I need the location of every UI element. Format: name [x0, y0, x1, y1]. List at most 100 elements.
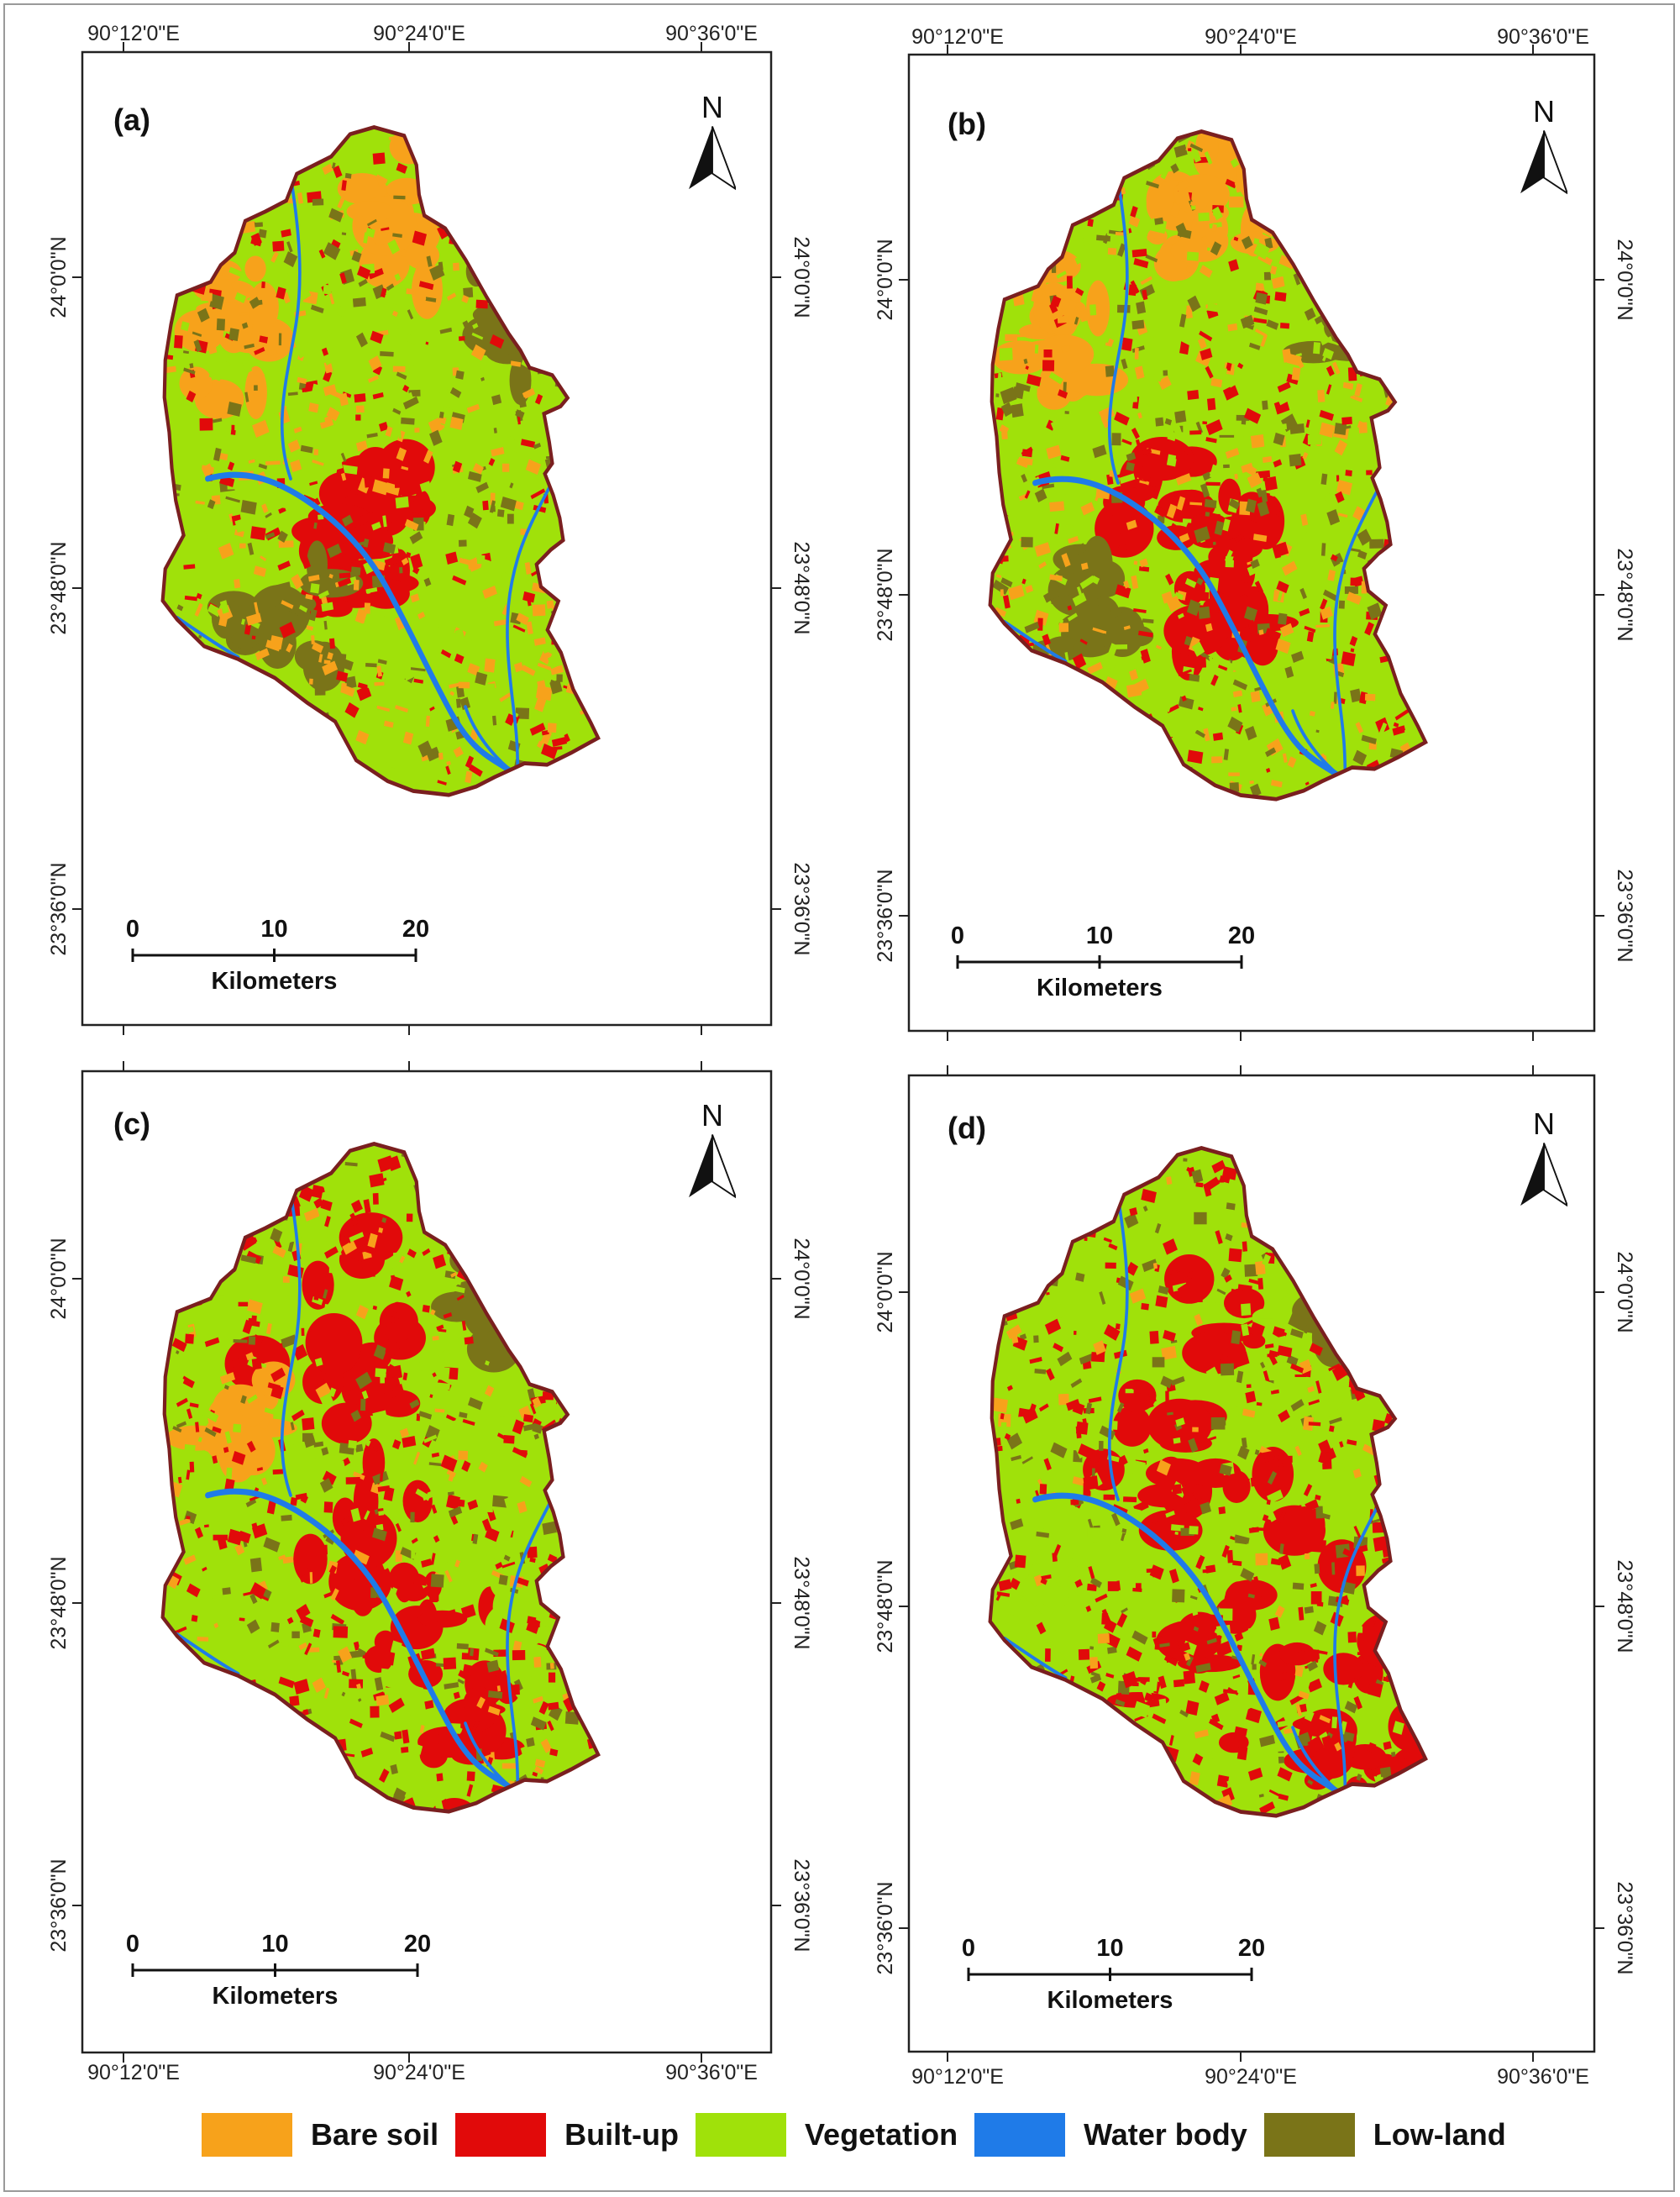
- river-line: [280, 174, 302, 481]
- latitude-label: 24°0'0"N: [1613, 1251, 1636, 1332]
- map-panel-c: (c) N 0 10 20 Kilometers 24°0'0"N 24°0'0"N 23°48…: [47, 1061, 813, 2084]
- north-arrow-icon: N: [689, 1098, 736, 1199]
- river-line: [1032, 1492, 1348, 1800]
- scale-unit-label: Kilometers: [1037, 975, 1163, 1001]
- river-line: [1333, 1483, 1391, 1799]
- scale-tick-label: 20: [404, 1931, 431, 1958]
- legend-item-built-up: Built-up: [455, 2113, 679, 2157]
- river-line: [1002, 619, 1068, 664]
- scale-tick-label: 20: [402, 916, 429, 943]
- scale-bar: 0 10 20 Kilometers: [951, 922, 1255, 1001]
- legend-label-low-land: Low-land: [1373, 2117, 1506, 2152]
- scale-tick-label: 10: [1096, 1935, 1123, 1962]
- scale-unit-label: Kilometers: [1047, 1987, 1173, 2014]
- north-label: N: [701, 1098, 723, 1133]
- latitude-label: 24°0'0"N: [790, 236, 813, 318]
- legend-swatch-low-land: [1263, 2113, 1355, 2157]
- scale-bar: 0 10 20 Kilometers: [126, 1931, 431, 2010]
- longitude-label: 90°24'0"E: [1205, 25, 1297, 49]
- river-line: [205, 471, 521, 780]
- latitude-label: 24°0'0"N: [1613, 239, 1636, 320]
- scale-bar: 0 10 20 Kilometers: [126, 916, 429, 995]
- panel-label: (c): [113, 1106, 150, 1141]
- river-line: [280, 1190, 302, 1497]
- latitude-label: 23°36'0"N: [790, 862, 813, 955]
- north-label: N: [1533, 1106, 1555, 1141]
- scale-unit-label: Kilometers: [213, 1983, 339, 2010]
- river-line: [205, 1488, 521, 1796]
- legend-label-vegetation: Vegetation: [805, 2117, 958, 2152]
- longitude-label: 90°36'0"E: [665, 2061, 758, 2084]
- river-line: [1107, 1195, 1129, 1501]
- scale-tick-label: 0: [951, 922, 964, 949]
- latitude-label: 24°0'0"N: [47, 236, 71, 318]
- latitude-label: 23°48'0"N: [47, 541, 71, 634]
- legend-label-water-body: Water body: [1084, 2117, 1247, 2152]
- legend-label-built-up: Built-up: [564, 2117, 680, 2152]
- scale-tick-label: 20: [1228, 922, 1255, 949]
- river-line: [506, 1479, 564, 1795]
- legend: Bare soil Built-up Vegetation Water body…: [202, 2105, 1523, 2164]
- river-line: [1333, 466, 1391, 782]
- latitude-label: 23°36'0"N: [47, 862, 71, 955]
- scale-tick-label: 0: [126, 916, 139, 943]
- latitude-label: 23°36'0"N: [874, 869, 897, 962]
- longitude-label: 90°36'0"E: [665, 22, 758, 45]
- scale-unit-label: Kilometers: [212, 968, 338, 995]
- figure-frame: [3, 3, 1675, 2192]
- latitude-label: 23°48'0"N: [1613, 1559, 1636, 1653]
- latitude-label: 23°48'0"N: [874, 1559, 897, 1653]
- latitude-label: 23°48'0"N: [790, 1556, 813, 1649]
- map-panel-b: (b) N 0 10 20 Kilometers 24°0'0"N 24°0'0"N 23°48…: [874, 25, 1636, 1041]
- longitude-label: 90°24'0"E: [1205, 2065, 1297, 2089]
- north-label: N: [1533, 94, 1555, 129]
- panels-group: (a) N 0 10 20 Kilometers 24°0'0"N 24°0'0"N 23°48…: [47, 22, 1636, 2089]
- legend-item-water-body: Water body: [974, 2113, 1247, 2157]
- legend-label-bare-soil: Bare soil: [311, 2117, 439, 2152]
- legend-swatch-built-up: [455, 2113, 547, 2157]
- latitude-label: 23°48'0"N: [47, 1556, 71, 1649]
- north-arrow-icon: N: [1520, 94, 1567, 195]
- latitude-label: 24°0'0"N: [790, 1238, 813, 1319]
- longitude-label: 90°36'0"E: [1497, 25, 1589, 49]
- longitude-label: 90°12'0"E: [911, 25, 1004, 49]
- panel-label: (a): [113, 102, 150, 137]
- river-line: [1107, 178, 1129, 485]
- longitude-label: 90°12'0"E: [87, 2061, 180, 2084]
- scale-tick-label: 10: [261, 1931, 288, 1958]
- river-line: [506, 462, 564, 778]
- latitude-label: 23°36'0"N: [1613, 1881, 1636, 1974]
- legend-item-vegetation: Vegetation: [696, 2113, 958, 2157]
- longitude-label: 90°36'0"E: [1497, 2065, 1589, 2089]
- map-figure: (a) N 0 10 20 Kilometers 24°0'0"N 24°0'0"N 23°48…: [47, 22, 1636, 2089]
- latitude-label: 23°48'0"N: [1613, 548, 1636, 641]
- scale-tick-label: 0: [126, 1931, 139, 1958]
- latitude-label: 23°36'0"N: [790, 1858, 813, 1952]
- north-arrow-icon: N: [1520, 1106, 1567, 1207]
- latitude-label: 24°0'0"N: [874, 1251, 897, 1332]
- panel-label: (d): [948, 1111, 986, 1145]
- longitude-label: 90°24'0"E: [373, 22, 465, 45]
- river-line: [175, 1632, 240, 1676]
- scale-tick-label: 10: [260, 916, 287, 943]
- latitude-label: 24°0'0"N: [874, 239, 897, 320]
- longitude-label: 90°24'0"E: [373, 2061, 465, 2084]
- latitude-label: 23°36'0"N: [874, 1881, 897, 1974]
- latitude-label: 23°36'0"N: [1613, 869, 1636, 962]
- latitude-label: 23°48'0"N: [790, 541, 813, 634]
- legend-item-bare-soil: Bare soil: [202, 2113, 438, 2157]
- scale-bar: 0 10 20 Kilometers: [962, 1935, 1265, 2014]
- legend-item-low-land: Low-land: [1263, 2113, 1506, 2157]
- map-panel-d: (d) N 0 10 20 Kilometers 24°0'0"N 24°0'0"N 23°48…: [874, 1065, 1636, 2089]
- river-line: [1032, 476, 1348, 784]
- scale-tick-label: 0: [962, 1935, 975, 1962]
- river-line: [1002, 1636, 1068, 1680]
- scale-tick-label: 10: [1086, 922, 1113, 949]
- north-label: N: [701, 90, 723, 124]
- panel-label: (b): [948, 107, 986, 141]
- legend-swatch-bare-soil: [202, 2113, 292, 2157]
- scale-tick-label: 20: [1238, 1935, 1265, 1962]
- river-line: [175, 615, 240, 660]
- map-panel-a: (a) N 0 10 20 Kilometers 24°0'0"N 24°0'0"N 23°48…: [47, 22, 813, 1035]
- latitude-label: 24°0'0"N: [47, 1238, 71, 1319]
